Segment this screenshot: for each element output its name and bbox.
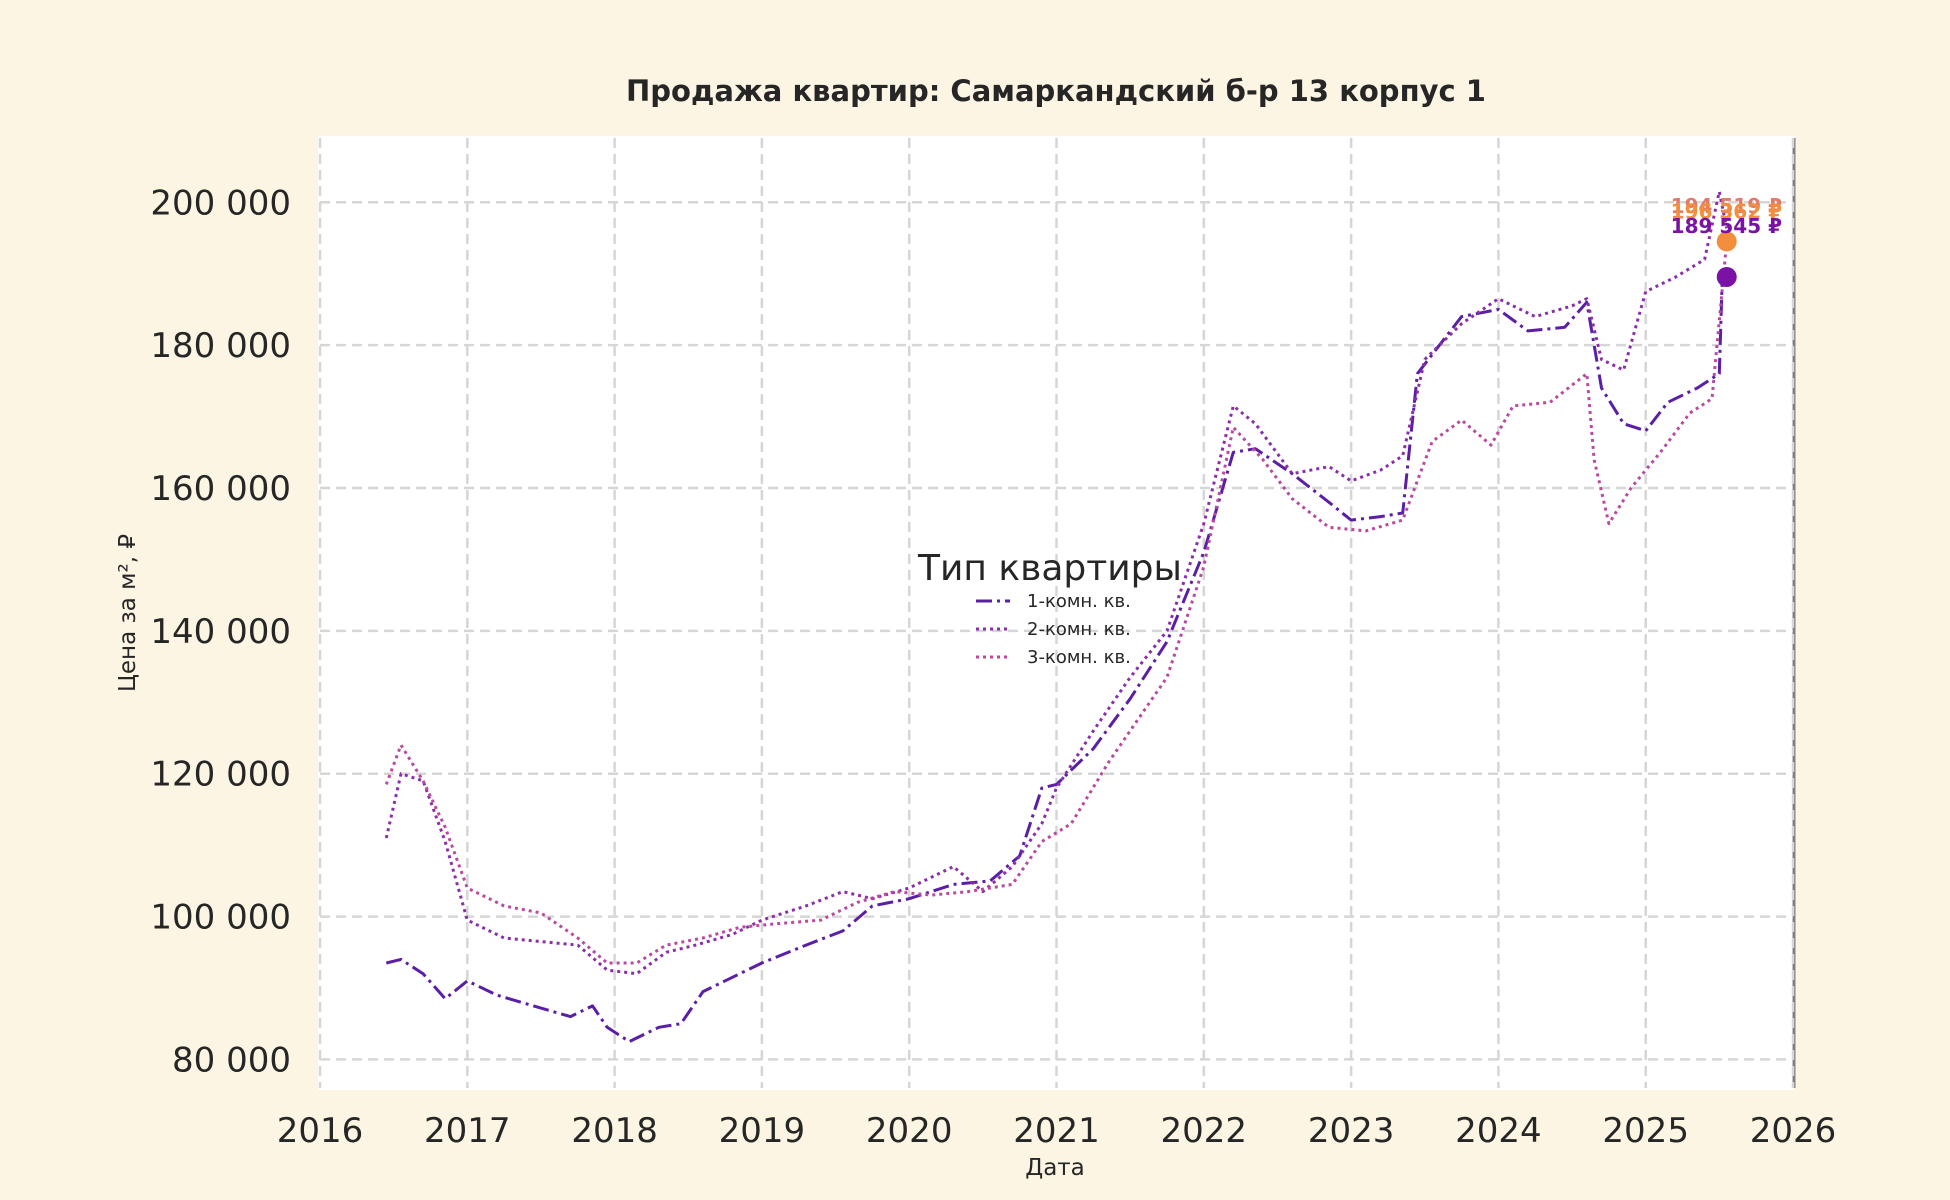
x-tick-label: 2021 [1013,1111,1100,1151]
grid-lines [318,138,1795,1088]
legend-item-label: 2-комн. кв. [1027,619,1131,640]
x-tick-label: 2018 [571,1111,658,1151]
legend: Тип квартиры 1-комн. кв. 2-комн. кв. 3-ком… [917,548,1182,668]
x-tick-label: 2022 [1161,1111,1248,1151]
end-value-label: 196 362 ₽ [1671,200,1782,224]
y-tick-label: 100 000 [150,898,291,938]
x-tick-label: 2026 [1750,1111,1837,1151]
series-line-2 [384,190,1729,976]
end-value-label: 189 545 ₽ [1671,214,1782,238]
end-value-label: 194 519 ₽ [1671,194,1782,218]
end-marker [1716,231,1737,252]
end-markers: 194 519 ₽196 362 ₽189 545 ₽ [1671,194,1782,287]
x-tick-label: 2020 [866,1111,953,1151]
y-tick-label: 80 000 [172,1040,291,1080]
axis-ticks: 2016 2017 2018 2019 2020 2021 2022 2023 2024 2025… [150,183,1836,1151]
y-tick-label: 160 000 [150,469,291,509]
y-tick-label: 140 000 [150,612,291,652]
y-axis-label: Цена за м², ₽ [115,534,141,692]
series-layer [384,190,1729,1044]
y-tick-label: 180 000 [150,326,291,366]
chart-title: Продажа квартир: Самаркандский б-р 13 ко… [626,74,1486,108]
x-tick-label: 2016 [277,1111,364,1151]
x-tick-label: 2019 [719,1111,806,1151]
end-marker [1716,266,1737,287]
y-tick-label: 200 000 [150,183,291,223]
x-axis-label: Дата [1025,1155,1085,1181]
legend-title: Тип квартиры [917,548,1182,589]
x-tick-label: 2025 [1602,1111,1689,1151]
y-tick-label: 120 000 [150,755,291,795]
x-tick-label: 2017 [424,1111,511,1151]
legend-item-label: 1-комн. кв. [1027,591,1131,612]
x-tick-label: 2024 [1455,1111,1542,1151]
series-line-1 [385,276,1724,1044]
x-tick-label: 2023 [1308,1111,1395,1151]
series-line-3 [384,241,1729,965]
legend-item-label: 3-комн. кв. [1027,647,1131,668]
